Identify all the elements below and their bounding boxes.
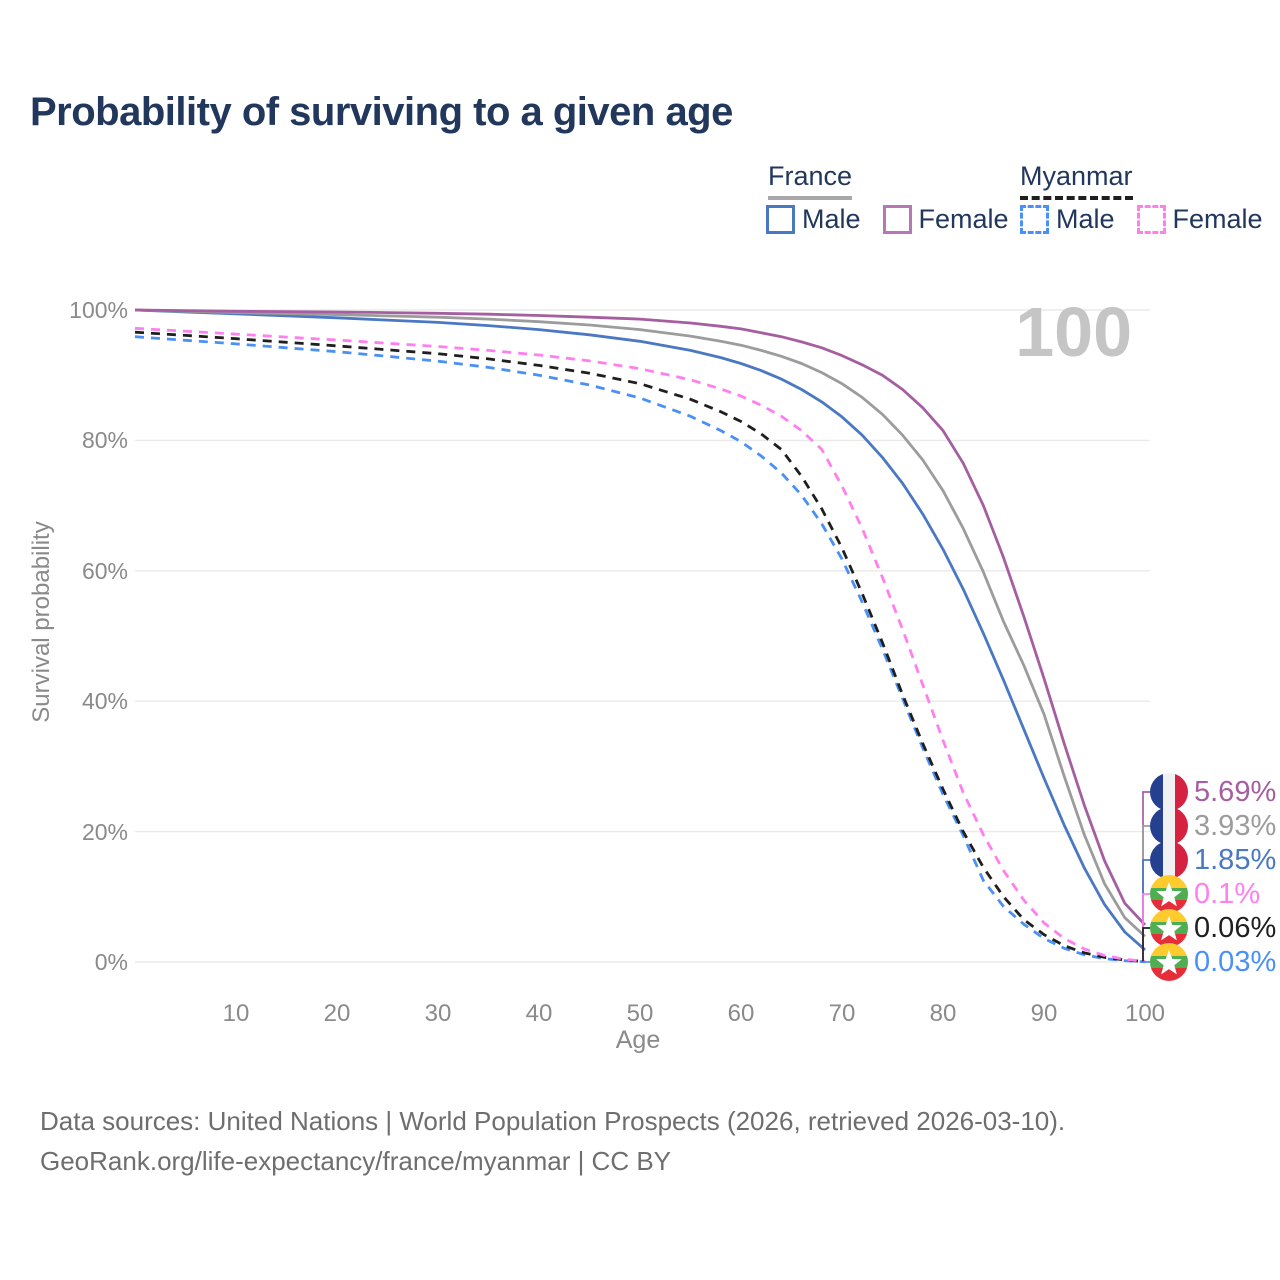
page-title: Probability of surviving to a given age: [30, 90, 733, 134]
end-label-connector: [1142, 927, 1150, 962]
y-tick-label: 60%: [81, 557, 128, 584]
end-label-myanmar-both: 0.06%: [1150, 909, 1276, 947]
legend-swatch-myanmar-male-icon: [1020, 205, 1049, 234]
myanmar-flag-icon: [1150, 943, 1188, 981]
myanmar-flag-icon: [1150, 875, 1188, 913]
y-tick-label: 80%: [81, 427, 128, 454]
legend-swatch-france-female-icon: [882, 205, 912, 234]
end-label-value: 3.93%: [1194, 809, 1277, 842]
x-tick-label: 60: [727, 1000, 755, 1027]
curve-myanmar-male[interactable]: [134, 335, 1146, 964]
x-tick-label: 90: [1030, 1000, 1058, 1027]
end-label-value: 0.06%: [1194, 911, 1277, 944]
curve-france-female[interactable]: [134, 308, 1147, 926]
france-flag-icon: [1150, 807, 1188, 845]
legend-item-label: Male: [802, 204, 861, 234]
end-label-france-female: 5.69%: [1150, 773, 1276, 811]
france-flag-icon: [1150, 773, 1188, 811]
legend-item-france-female[interactable]: Female: [882, 204, 1009, 235]
x-tick-label: 20: [323, 1000, 351, 1027]
data-source-text: Data sources: United Nations | World Pop…: [40, 1106, 1066, 1136]
legend-items-france: Male Female: [766, 204, 1009, 235]
curve-myanmar-female[interactable]: [134, 326, 1146, 963]
legend-items-myanmar: Male Female: [1020, 204, 1263, 235]
legend-heading-france[interactable]: France: [768, 161, 853, 200]
end-label-france-male: 1.85%: [1150, 841, 1276, 879]
curve-myanmar-both[interactable]: [134, 330, 1146, 963]
x-tick-label: 30: [424, 1000, 452, 1027]
curve-france-male[interactable]: [134, 308, 1146, 951]
legend-item-label: Female: [918, 204, 1009, 234]
end-label-connector: [1142, 791, 1150, 925]
end-label-myanmar-male: 0.03%: [1150, 943, 1276, 981]
legend-heading-myanmar[interactable]: Myanmar: [1020, 161, 1133, 200]
end-label-france-both: 3.93%: [1150, 807, 1276, 845]
end-label-myanmar-female: 0.1%: [1150, 875, 1260, 913]
end-label-connector: [1142, 825, 1150, 937]
x-axis-title: Age: [615, 1026, 661, 1054]
y-tick-label: 0%: [94, 949, 128, 975]
age-counter-watermark: 100: [1015, 293, 1132, 371]
x-tick-label: 70: [828, 1000, 856, 1027]
legend-item-label: Female: [1172, 204, 1263, 234]
legend-group-france: France: [768, 161, 853, 200]
legend-swatch-france-male-icon: [766, 205, 795, 234]
y-tick-label: 20%: [81, 818, 128, 845]
legend-swatch-myanmar-female-icon: [1136, 205, 1166, 234]
attribution-text: GeoRank.org/life-expectancy/france/myanm…: [40, 1146, 672, 1176]
legend-item-france-male[interactable]: Male: [766, 204, 861, 235]
legend-item-myanmar-male[interactable]: Male: [1020, 204, 1115, 235]
x-tick-label: 40: [525, 1000, 553, 1027]
myanmar-flag-icon: [1150, 909, 1188, 947]
x-tick-label: 80: [929, 1000, 957, 1027]
legend-item-myanmar-female[interactable]: Female: [1136, 204, 1263, 235]
end-label-value: 0.1%: [1194, 877, 1261, 910]
end-label-value: 5.69%: [1194, 775, 1277, 808]
x-tick-label: 100: [1124, 1000, 1166, 1027]
end-label-value: 0.03%: [1194, 945, 1277, 978]
x-tick-label: 50: [626, 1000, 654, 1027]
legend-item-label: Male: [1056, 204, 1115, 234]
y-tick-label: 100%: [69, 297, 128, 323]
x-tick-label: 10: [222, 1000, 250, 1027]
legend-group-myanmar: Myanmar: [1020, 161, 1133, 200]
y-tick-label: 40%: [81, 688, 128, 715]
france-flag-icon: [1150, 841, 1188, 879]
end-label-value: 1.85%: [1194, 843, 1277, 876]
curve-france-both[interactable]: [134, 308, 1146, 938]
